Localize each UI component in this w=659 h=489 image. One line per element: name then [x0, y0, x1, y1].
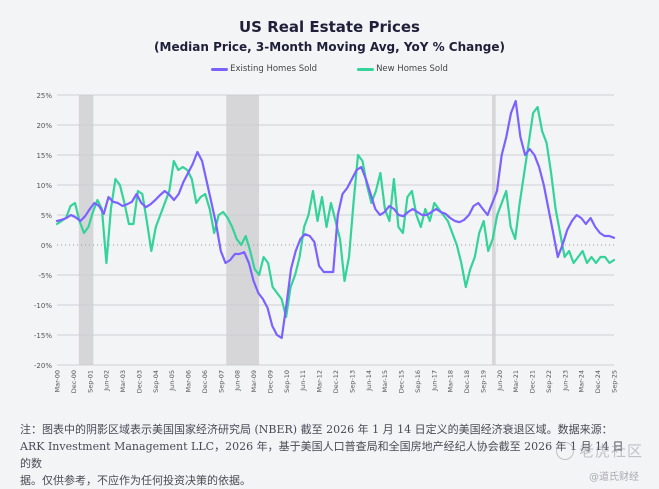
y-tick-label: 0%: [41, 242, 52, 250]
footnote-line-2: ARK Investment Management LLC，2026 年，基于美…: [20, 440, 624, 470]
x-tick-label: Mar-12: [316, 370, 324, 392]
x-tick-label: Dec-09: [266, 370, 274, 393]
y-tick-label: 15%: [36, 152, 52, 160]
watermark-logo-icon: [556, 442, 574, 460]
y-tick-label: 10%: [36, 182, 52, 190]
chart-subtitle: (Median Price, 3-Month Moving Avg, YoY %…: [154, 40, 505, 54]
watermark-handle: @道氏财经: [589, 472, 639, 483]
legend-swatch-new: [357, 67, 375, 71]
series-line-existing: [55, 99, 616, 340]
legend-label-new: New Homes Sold: [376, 64, 448, 74]
footnote: 注：图表中的阴影区域表示美国国家经济研究局 (NBER) 截至 2026 年 1…: [20, 421, 630, 489]
legend-label-existing: Existing Homes Sold: [230, 64, 318, 74]
x-tick-label: Mar-15: [381, 370, 389, 392]
x-tick-label: Dec-15: [398, 370, 406, 393]
x-tick-label: Mar-09: [250, 370, 258, 392]
series-line-new: [55, 105, 616, 319]
x-tick-label: Dec-18: [463, 370, 471, 393]
x-tick-label: Mar-24: [578, 370, 586, 392]
x-tick-label: Sep-01: [86, 370, 94, 393]
x-tick-label: Dec-06: [201, 370, 209, 393]
x-tick-label: Jun-08: [234, 370, 242, 392]
x-tick-label: Jun-02: [103, 370, 111, 392]
x-tick-label: Jun-17: [430, 370, 438, 392]
x-tick-label: Dec-21: [529, 370, 537, 393]
y-tick-label: -5%: [38, 272, 52, 280]
x-tick-label: Dec-24: [594, 370, 602, 393]
x-tick-label: Mar-00: [54, 370, 62, 392]
x-tick-label: Jun-05: [168, 370, 176, 392]
x-tick-label: Dec-03: [135, 370, 143, 393]
x-tick-label: Mar-03: [119, 370, 127, 392]
x-tick-label: Jun-20: [496, 370, 504, 392]
x-tick-label: Sep-13: [348, 370, 356, 393]
legend-item-new: New Homes Sold: [357, 64, 448, 74]
footnote-line-3: 据。仅供参考，不应作为任何投资决策的依据。: [20, 474, 251, 487]
line-chart: 25% 20% 15% 10% 5% 0% -5% -10% -15% -20%Mar-00 Dec…: [34, 92, 619, 393]
x-tick-label: Sep-07: [217, 370, 225, 393]
x-tick-label: Mar-06: [185, 370, 193, 392]
x-tick-label: Sep-22: [545, 370, 553, 393]
y-tick-label: -20%: [34, 362, 52, 370]
y-tick-label: -10%: [34, 302, 52, 310]
x-tick-label: Sep-10: [283, 370, 291, 393]
chart-title: US Real Estate Prices: [239, 18, 420, 36]
x-tick-label: Jun-23: [561, 370, 569, 392]
x-tick-label: Jun-11: [299, 370, 307, 392]
y-tick-label: 20%: [36, 122, 52, 130]
legend-item-existing: Existing Homes Sold: [211, 64, 317, 74]
x-tick-label: Mar-18: [447, 370, 455, 392]
footnote-line-1: 注：图表中的阴影区域表示美国国家经济研究局 (NBER) 截至 2026 年 1…: [20, 423, 613, 436]
y-tick-label: 5%: [41, 212, 52, 220]
y-tick-label: -15%: [34, 332, 52, 340]
legend-swatch-existing: [211, 67, 229, 71]
chart-legend: Existing Homes Sold New Homes Sold: [0, 64, 659, 74]
x-tick-label: Sep-16: [414, 370, 422, 393]
x-tick-label: Mar-21: [512, 370, 520, 392]
watermark-brand: 老虎社区: [578, 442, 643, 460]
x-tick-label: Sep-25: [611, 370, 619, 393]
x-tick-label: Sep-04: [152, 370, 160, 393]
x-tick-label: Dec-12: [332, 370, 340, 393]
x-tick-label: Sep-19: [479, 370, 487, 393]
x-tick-label: Jun-14: [365, 370, 373, 392]
x-tick-label: Dec-00: [70, 370, 78, 393]
recession-band: [226, 95, 260, 365]
y-tick-label: 25%: [36, 92, 52, 100]
